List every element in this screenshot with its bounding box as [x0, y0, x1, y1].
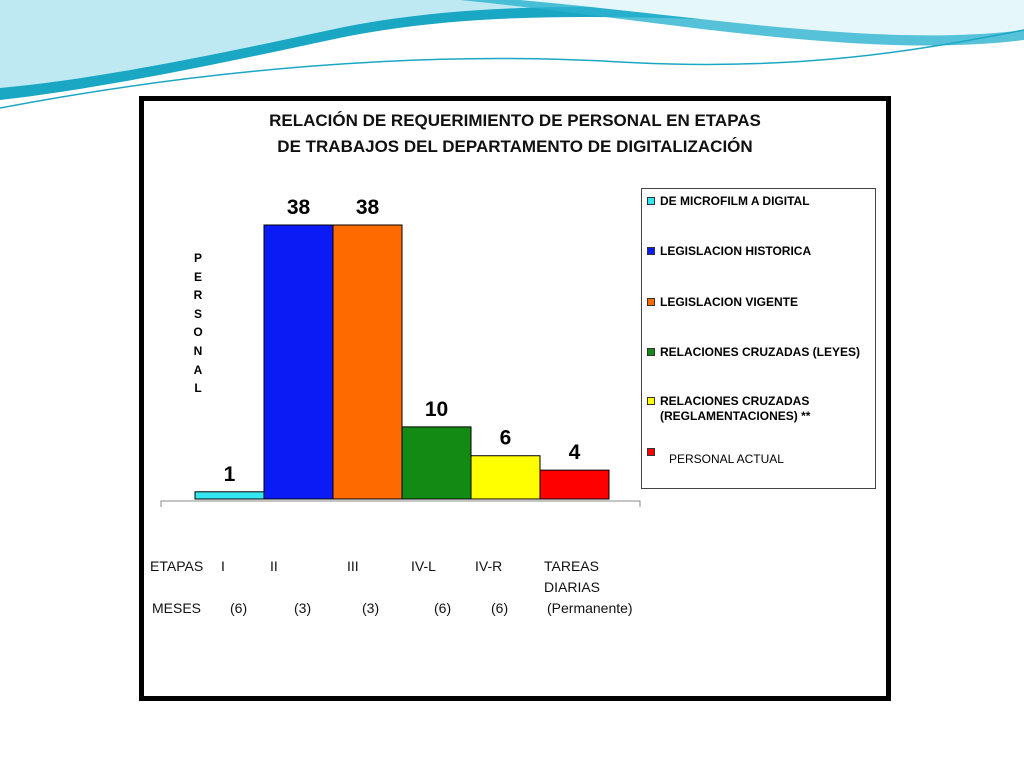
- etapa-tick: IV-L: [411, 558, 436, 574]
- mes-tick: (6): [230, 600, 248, 616]
- bar: [401, 426, 472, 500]
- etapas-label: ETAPAS: [150, 558, 204, 574]
- decorative-waves: [0, 0, 1024, 109]
- bar: [470, 455, 541, 500]
- etapa-tick: TAREAS: [544, 558, 599, 574]
- mes-tick: (3): [294, 600, 312, 616]
- legend-label-cont: (REGLAMENTACIONES) **: [660, 409, 811, 423]
- chart-frame: RELACIÓN DE REQUERIMIENTO DE PERSONAL EN…: [139, 96, 891, 701]
- legend-label: LEGISLACION VIGENTE: [660, 295, 799, 309]
- mes-tick: (3): [362, 600, 380, 616]
- data-label: 6: [500, 427, 512, 450]
- legend-label: PERSONAL ACTUAL: [669, 452, 784, 466]
- category-axis: ETAPAS I II III IV-L IV-R TAREAS DIARIAS…: [144, 101, 886, 696]
- x-axis-line: [160, 500, 641, 507]
- etapa-tick: IV-R: [475, 558, 503, 574]
- legend: DE MICROFILM A DIGITAL LEGISLACION HISTO…: [641, 188, 876, 489]
- chart-title-line-2: DE TRABAJOS DEL DEPARTAMENTO DE DIGITALI…: [277, 137, 753, 156]
- mes-tick: (6): [434, 600, 452, 616]
- bar: [332, 224, 403, 500]
- chart-title-line-1: RELACIÓN DE REQUERIMIENTO DE PERSONAL EN…: [269, 111, 761, 130]
- etapa-tick: II: [270, 558, 278, 574]
- mes-tick: (6): [491, 600, 509, 616]
- bar-plot: 1 38 38 10 6 4: [160, 196, 641, 507]
- legend-label: RELACIONES CRUZADAS: [660, 394, 810, 408]
- etapa-tick-cont: DIARIAS: [544, 579, 601, 595]
- legend-swatch-actual: [647, 448, 655, 456]
- data-label: 10: [425, 398, 448, 421]
- bar: [539, 469, 610, 500]
- data-label: 38: [287, 196, 311, 219]
- chart-title: RELACIÓN DE REQUERIMIENTO DE PERSONAL EN…: [144, 108, 886, 160]
- data-label: 1: [224, 463, 236, 486]
- legend-swatch-leyes: [647, 348, 655, 356]
- data-label: 4: [569, 441, 581, 464]
- bar: [263, 224, 334, 500]
- legend-label: LEGISLACION HISTORICA: [660, 244, 812, 258]
- legend-label: RELACIONES CRUZADAS (LEYES): [660, 345, 861, 359]
- meses-label: MESES: [152, 600, 202, 616]
- legend-swatch-historica: [647, 247, 655, 255]
- legend-label: DE MICROFILM A DIGITAL: [660, 194, 810, 208]
- legend-swatch-microfilm: [647, 197, 655, 205]
- mes-tick: (Permanente): [547, 600, 633, 616]
- data-label: 38: [356, 196, 380, 219]
- etapa-tick: III: [347, 558, 359, 574]
- legend-swatch-reglamentaciones: [647, 397, 655, 405]
- etapa-tick: I: [221, 558, 225, 574]
- y-axis-label: PERSONAL: [193, 251, 203, 396]
- legend-swatch-vigente: [647, 298, 655, 306]
